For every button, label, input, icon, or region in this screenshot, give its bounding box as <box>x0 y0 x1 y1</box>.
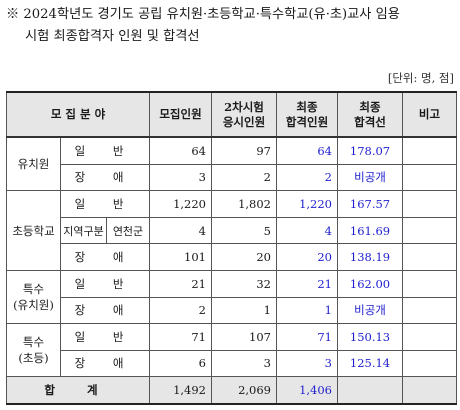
header-applicants: 2차시험 응시인원 <box>211 91 277 138</box>
sub-category: 장 애 <box>60 349 150 378</box>
sub-category: 일 반 <box>60 136 150 165</box>
table-row: 장 애 3 2 2 비공개 <box>7 163 457 192</box>
cutline-cell: 167.57 <box>337 190 403 218</box>
total-applicants: 2,069 <box>211 376 277 405</box>
document-title: ※ 2024학년도 경기도 공립 유치원·초등학교·특수학교(유·초)교사 임용… <box>6 4 456 48</box>
recruit-cell: 3 <box>149 163 212 192</box>
cutline-cell: 178.07 <box>337 136 403 165</box>
header-row: 모 집 분 야 모집인원 2차시험 응시인원 최종 합격인원 최종 합격선 비고 <box>6 91 457 138</box>
cutline-cell: 161.69 <box>337 216 403 245</box>
note-cell <box>402 269 457 298</box>
note-cell <box>402 323 457 351</box>
applicants-cell: 107 <box>211 323 277 351</box>
table-row: 유치원 일 반 64 97 64 178.07 <box>6 136 457 192</box>
header-recruit: 모집인원 <box>149 91 212 138</box>
header-final-pass: 최종 합격인원 <box>276 91 338 138</box>
table-row: 특수 (초등) 일 반 71 107 71 150.13 <box>6 323 457 378</box>
applicants-cell: 5 <box>211 216 277 245</box>
applicants-cell: 3 <box>211 349 277 378</box>
total-passed: 1,406 <box>276 376 338 405</box>
applicants-cell: 2 <box>211 163 277 192</box>
recruit-cell: 71 <box>149 323 212 351</box>
cutline-cell: 162.00 <box>337 269 403 298</box>
applicants-cell: 20 <box>211 243 277 271</box>
total-row: 합 계 1,492 2,069 1,406 <box>6 376 457 405</box>
recruit-cell: 64 <box>149 136 212 165</box>
table-row: 장 애 2 1 1 비공개 <box>7 296 457 325</box>
table-row: 특수 (유치원) 일 반 21 32 21 162.00 <box>6 269 457 325</box>
sub-category: 일 반 <box>60 323 150 351</box>
passed-cell: 3 <box>276 349 338 378</box>
cutline-cell: 138.19 <box>337 243 403 271</box>
group-elementary: 초등학교 <box>6 190 61 271</box>
note-cell <box>402 243 457 271</box>
sub-category: 일 반 <box>60 269 150 298</box>
note-cell <box>402 190 457 218</box>
note-cell <box>402 296 457 325</box>
passed-cell: 1 <box>276 296 338 325</box>
total-note <box>402 376 457 405</box>
unit-note: [단위: 명, 점] <box>387 71 454 85</box>
region-name: 연천군 <box>106 216 150 245</box>
table-row: 장 애 6 3 3 125.14 <box>7 349 457 378</box>
total-cutline <box>337 376 403 405</box>
cutline-cell: 125.14 <box>337 349 403 378</box>
sub-category: 장 애 <box>60 296 150 325</box>
recruit-cell: 6 <box>149 349 212 378</box>
sub-category: 장 애 <box>60 163 150 192</box>
sub-category: 일 반 <box>60 190 150 218</box>
passed-cell: 20 <box>276 243 338 271</box>
header-note: 비고 <box>402 91 457 138</box>
results-table: 모 집 분 야 모집인원 2차시험 응시인원 최종 합격인원 최종 합격선 비고 유치… <box>6 91 457 405</box>
table-row: 초등학교 일 반 1,220 1,802 1,220 167.57 <box>6 190 457 271</box>
note-cell <box>402 349 457 378</box>
note-cell <box>402 216 457 245</box>
table-row: 지역구분 연천군 4 5 4 161.69 <box>7 216 457 245</box>
region-label: 지역구분 <box>60 216 107 245</box>
cutline-cell: 150.13 <box>337 323 403 351</box>
recruit-cell: 2 <box>149 296 212 325</box>
passed-cell: 4 <box>276 216 338 245</box>
applicants-cell: 32 <box>211 269 277 298</box>
applicants-cell: 1 <box>211 296 277 325</box>
note-cell <box>402 163 457 192</box>
recruit-cell: 1,220 <box>149 190 212 218</box>
applicants-cell: 1,802 <box>211 190 277 218</box>
header-final-cut: 최종 합격선 <box>337 91 403 138</box>
group-special-elementary: 특수 (초등) <box>6 323 61 378</box>
note-cell <box>402 136 457 165</box>
passed-cell: 64 <box>276 136 338 165</box>
passed-cell: 21 <box>276 269 338 298</box>
applicants-cell: 97 <box>211 136 277 165</box>
total-recruit: 1,492 <box>149 376 212 405</box>
passed-cell: 2 <box>276 163 338 192</box>
table-row: 장 애 101 20 20 138.19 <box>7 243 457 271</box>
passed-cell: 71 <box>276 323 338 351</box>
cutline-cell: 비공개 <box>337 163 403 192</box>
total-label: 합 계 <box>6 376 150 405</box>
group-kindergarten: 유치원 <box>6 136 61 192</box>
group-special-kindergarten: 특수 (유치원) <box>6 269 61 325</box>
passed-cell: 1,220 <box>276 190 338 218</box>
recruit-cell: 4 <box>149 216 212 245</box>
title-line-2: 시험 최종합격자 인원 및 합격선 <box>25 29 200 44</box>
header-category: 모 집 분 야 <box>6 91 150 138</box>
recruit-cell: 21 <box>149 269 212 298</box>
cutline-cell: 비공개 <box>337 296 403 325</box>
sub-category: 장 애 <box>60 243 150 271</box>
title-line-1: ※ 2024학년도 경기도 공립 유치원·초등학교·특수학교(유·초)교사 임용 <box>6 7 400 22</box>
recruit-cell: 101 <box>149 243 212 271</box>
